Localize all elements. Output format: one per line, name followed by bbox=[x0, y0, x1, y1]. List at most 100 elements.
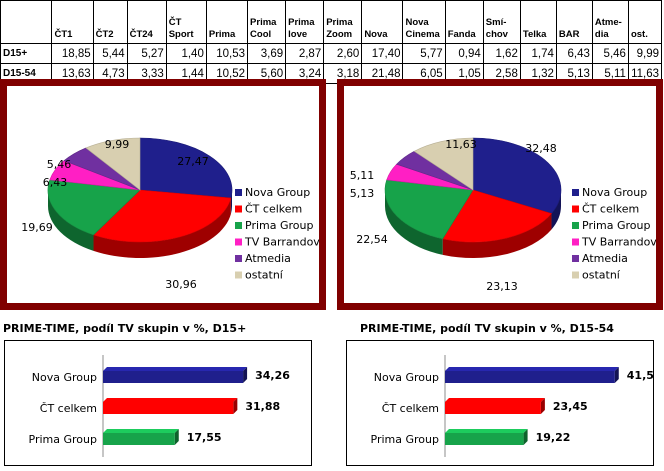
table-cell: 1,40 bbox=[165, 43, 207, 64]
column-header: Prima Cool bbox=[247, 0, 287, 44]
table-cell: 5,44 bbox=[92, 43, 128, 64]
bar-top-nova-group bbox=[103, 367, 248, 371]
legend-swatch-ct-celkem bbox=[572, 205, 579, 213]
table-cell: 11,63 bbox=[627, 63, 663, 84]
column-header: ČT24 bbox=[126, 0, 167, 44]
legend-label-ct-celkem: ČT celkem bbox=[245, 203, 302, 216]
bar-chart-title: PRIME-TIME, podíl TV skupin v %, D15+ bbox=[3, 322, 247, 335]
table-row: D15+ 18,85 5,44 5,27 1,40 10,53 3,69 2,8… bbox=[0, 43, 663, 64]
legend-swatch-atmedia bbox=[572, 255, 579, 262]
pie-value-label: 6,43 bbox=[43, 176, 68, 189]
legend-swatch-ostatni bbox=[572, 271, 579, 279]
column-header: Nova bbox=[361, 0, 404, 44]
row-label: D15+ bbox=[0, 43, 53, 64]
pie-slice-prima-group bbox=[384, 179, 474, 240]
pie-chart-d15: 27,47 30,96 19,69 6,43 5,46 9,99 Nova Group ČT … bbox=[21, 137, 319, 291]
bar-ct-celkem bbox=[103, 402, 234, 414]
table-cell: 1,74 bbox=[519, 43, 557, 64]
column-header: Prima love bbox=[285, 0, 325, 44]
bar-top-ct-celkem bbox=[103, 398, 238, 402]
pie-value-label: 11,63 bbox=[445, 138, 477, 151]
pie-value-label: 32,48 bbox=[525, 142, 557, 155]
bar-nova-group bbox=[103, 371, 244, 383]
bar-value-label: 34,26 bbox=[255, 369, 290, 382]
bar-side-prima-group bbox=[523, 429, 528, 445]
legend-label-prima-group: Prima Group bbox=[582, 219, 650, 232]
bar-side-ct-celkem bbox=[233, 398, 238, 414]
bar-side-ct-celkem bbox=[540, 398, 545, 414]
pie-value-label: 5,13 bbox=[350, 187, 375, 200]
legend-swatch-ct-celkem bbox=[235, 205, 242, 213]
bar-category-label: ČT celkem bbox=[382, 402, 439, 415]
pie-chart-d15-54: 32,48 23,13 22,54 5,13 5,11 11,63 Nova Group ČT… bbox=[350, 137, 656, 293]
bar-category-label: Nova Group bbox=[374, 371, 439, 384]
bar-chart-box-d15: Nova Group 34,26 ČT celkem 31,88 Prima Group… bbox=[4, 340, 312, 466]
table-cell: 6,05 bbox=[402, 63, 446, 84]
pie-chart-title: D15-54, v % bbox=[435, 92, 565, 114]
table-cell: 1,62 bbox=[482, 43, 521, 64]
legend-label-nova-group: Nova Group bbox=[582, 186, 647, 199]
pie-value-label: 9,99 bbox=[105, 138, 130, 151]
legend-label-tv-barrandov: TV Barrandov bbox=[581, 236, 656, 249]
table-cell: 4,73 bbox=[92, 63, 128, 84]
bar-prima-group bbox=[103, 433, 175, 445]
bar-side-nova-group bbox=[243, 367, 248, 383]
legend-label-ostatni: ostatní bbox=[245, 269, 284, 282]
legend-label-ct-celkem: ČT celkem bbox=[582, 203, 639, 216]
pie-slice-nova-group bbox=[139, 137, 233, 199]
legend-swatch-prima-group bbox=[235, 222, 242, 229]
legend-label-atmedia: Atmedia bbox=[245, 252, 291, 265]
bar-top-prima-group bbox=[103, 429, 179, 433]
column-header: Telka bbox=[519, 0, 557, 44]
bar-chart-title: PRIME-TIME, podíl TV skupin v %, D15-54 bbox=[360, 322, 614, 335]
column-header: ost. bbox=[627, 0, 663, 44]
table-cell: 5,11 bbox=[591, 63, 629, 84]
pie-value-label: 5,46 bbox=[47, 158, 72, 171]
bar-value-label: 19,22 bbox=[536, 431, 571, 444]
legend-swatch-tv-barrandov bbox=[572, 238, 579, 246]
pie-side-nova-group bbox=[230, 190, 232, 215]
pie-value-label: 22,54 bbox=[356, 233, 388, 246]
pie-side-ct-celkem bbox=[442, 213, 552, 258]
pie-chart-title: D15+, v % bbox=[107, 92, 218, 114]
legend-label-tv-barrandov: TV Barrandov bbox=[244, 236, 319, 249]
bar-nova-group bbox=[445, 371, 615, 383]
bar-value-label: 23,45 bbox=[553, 400, 588, 413]
column-header: Nova Cinema bbox=[402, 0, 446, 44]
pie-slice-ostatni bbox=[413, 137, 474, 191]
table-cell: 0,94 bbox=[444, 43, 484, 64]
table-cell: 5,46 bbox=[591, 43, 629, 64]
column-header: Prima bbox=[205, 0, 249, 44]
pie-slice-ct-celkem bbox=[92, 189, 232, 243]
legend-label-nova-group: Nova Group bbox=[245, 186, 310, 199]
legend-swatch-tv-barrandov bbox=[235, 238, 242, 246]
bar-category-label: Prima Group bbox=[371, 433, 439, 446]
bar-side-nova-group bbox=[614, 367, 619, 383]
legend-label-prima-group: Prima Group bbox=[245, 219, 313, 232]
bar-top-nova-group bbox=[445, 367, 619, 371]
table-cell: 2,87 bbox=[285, 43, 325, 64]
table-cell: 5,60 bbox=[247, 63, 287, 84]
bar-category-label: Prima Group bbox=[29, 433, 97, 446]
table-cell: 6,43 bbox=[555, 43, 593, 64]
column-header: Fanda bbox=[444, 0, 484, 44]
table-cell: 5,77 bbox=[402, 43, 446, 64]
legend-swatch-prima-group bbox=[572, 222, 579, 229]
bar-top-ct-celkem bbox=[445, 398, 545, 402]
pie-slice-ct-celkem bbox=[442, 189, 553, 243]
pie-value-label: 27,47 bbox=[177, 155, 209, 168]
legend-swatch-nova-group bbox=[235, 189, 242, 196]
table-cell: 1,05 bbox=[444, 63, 484, 84]
legend-label-atmedia: Atmedia bbox=[582, 252, 628, 265]
bar-value-label: 31,88 bbox=[245, 400, 280, 413]
column-header: BAR bbox=[555, 0, 593, 44]
bar-prima-group bbox=[445, 433, 524, 445]
table-cell: 9,99 bbox=[627, 43, 663, 64]
pie-slice-nova-group bbox=[472, 137, 562, 214]
share-table: ČT1 ČT2 ČT24 ČT Sport Prima Prima Cool P… bbox=[0, 0, 663, 84]
bar-chart-d15-54: Nova Group 41,52 ČT celkem 23,45 Prima Group… bbox=[371, 355, 653, 457]
pie-value-label: 30,96 bbox=[165, 278, 197, 291]
pie-chart-panel-d15: 27,47 30,96 19,69 6,43 5,46 9,99 Nova Group ČT … bbox=[0, 79, 326, 310]
bar-category-label: Nova Group bbox=[32, 371, 97, 384]
bar-value-label: 17,55 bbox=[187, 431, 222, 444]
